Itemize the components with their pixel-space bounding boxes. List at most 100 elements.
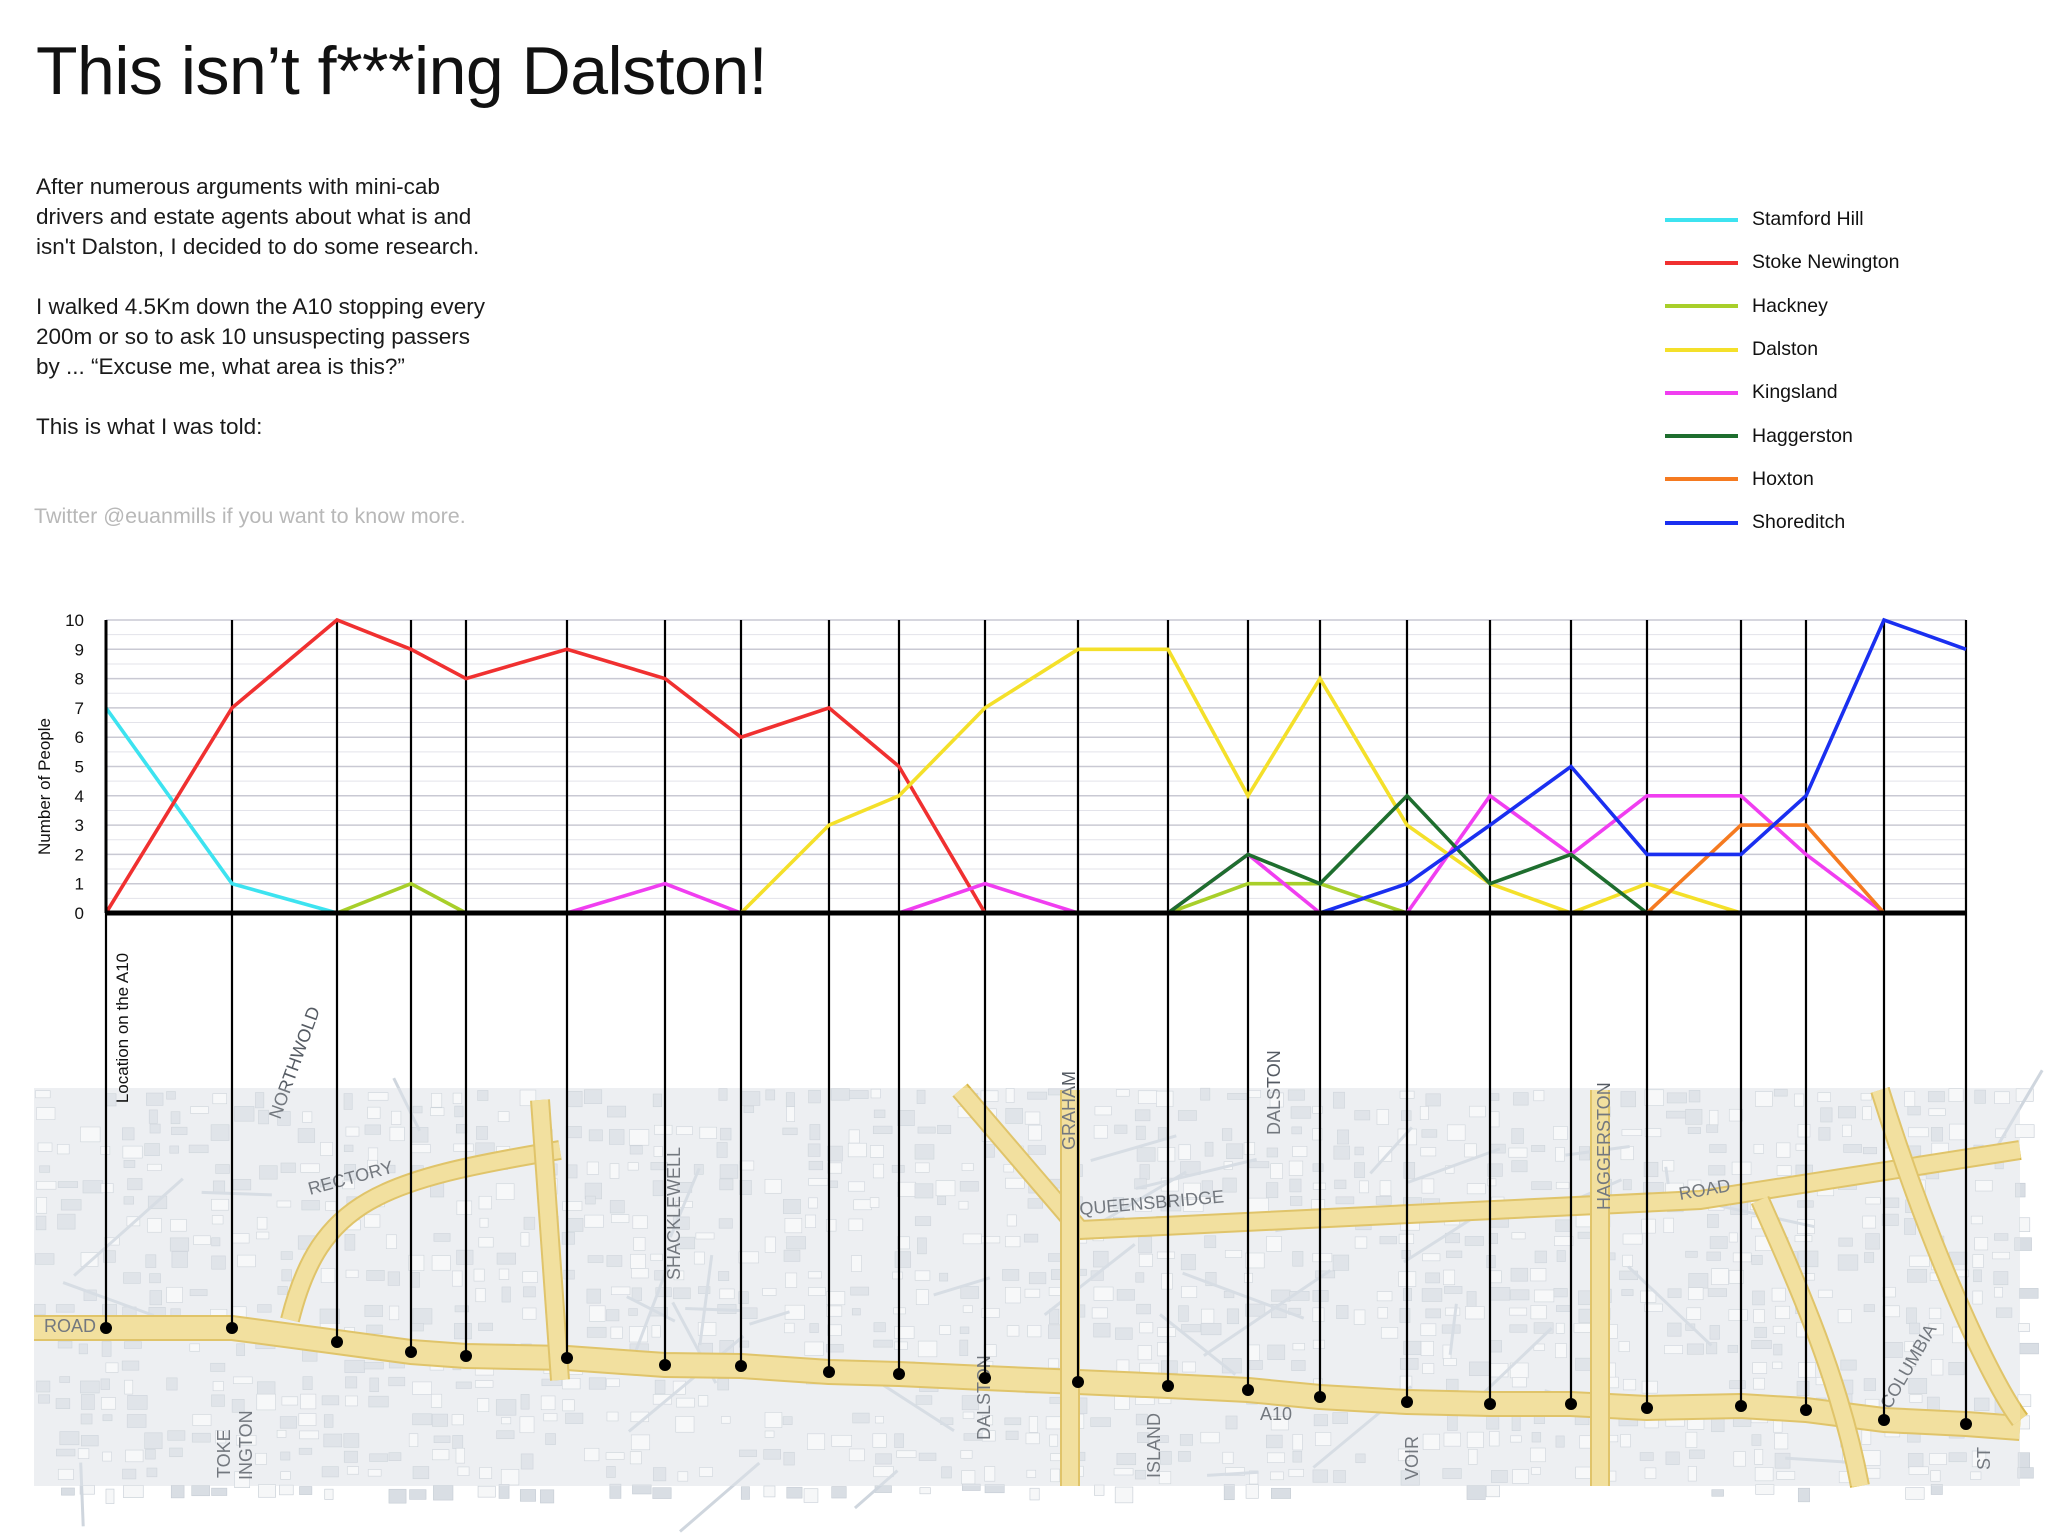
map-block [1970, 1215, 1983, 1225]
map-block [280, 1451, 291, 1461]
map-block [652, 1093, 663, 1108]
map-block [1706, 1251, 1721, 1261]
map-block [454, 1105, 464, 1118]
map-block [1509, 1307, 1528, 1316]
map-block [584, 1214, 604, 1228]
map-block [1948, 1088, 1964, 1102]
map-block [1798, 1250, 1819, 1268]
series-line [104, 706, 338, 915]
map-block [2019, 1217, 2031, 1232]
map-block [1354, 1236, 1368, 1249]
map-block [211, 1487, 228, 1496]
map-block [211, 1215, 224, 1225]
map-block [1138, 1236, 1153, 1254]
twitter-note: Twitter @euanmills if you want to know m… [34, 504, 466, 528]
map-block [1135, 1125, 1146, 1140]
map-block [589, 1305, 606, 1322]
map-block [1157, 1327, 1176, 1337]
map-block [1312, 1307, 1325, 1322]
map-block [1204, 1141, 1214, 1157]
map-block [1751, 1339, 1772, 1349]
map-block [1050, 1468, 1060, 1483]
map-block [872, 1163, 885, 1179]
map-block [188, 1144, 209, 1154]
map-block [783, 1451, 795, 1466]
map-block [982, 1415, 994, 1426]
map-block [124, 1379, 134, 1395]
series-line [1166, 793, 1649, 915]
map-block [1180, 1254, 1196, 1271]
map-block [364, 1214, 381, 1228]
map-block [1093, 1286, 1114, 1301]
map-block [1138, 1253, 1153, 1267]
map-block [320, 1268, 336, 1283]
map-block [1862, 1106, 1872, 1121]
map-block [1728, 1309, 1748, 1321]
map-block [496, 1252, 516, 1265]
map-block [1864, 1252, 1875, 1263]
map-block [1709, 1144, 1727, 1153]
map-block [1644, 1303, 1663, 1312]
map-block [1200, 1087, 1211, 1101]
map-block [477, 1485, 496, 1498]
map-block [1359, 1180, 1369, 1194]
map-block [1530, 1305, 1547, 1320]
map-minor-road [1090, 1134, 1177, 1162]
map-block [1774, 1433, 1789, 1450]
map-block [808, 1287, 826, 1296]
map-block [719, 1164, 739, 1179]
map-block [1904, 1341, 1914, 1353]
map-block [1531, 1145, 1546, 1152]
map-block [35, 1090, 51, 1099]
map-block [189, 1289, 208, 1297]
map-block [628, 1308, 638, 1316]
map-block [984, 1484, 1005, 1494]
map-block [1711, 1489, 1724, 1497]
map-block [78, 1343, 88, 1355]
chart-grid [106, 619, 1966, 914]
map-block [430, 1393, 443, 1408]
map-block [1292, 1343, 1305, 1351]
map-block [805, 1214, 816, 1228]
map-block [190, 1106, 209, 1114]
map-block [1243, 1142, 1256, 1155]
map-block [764, 1179, 782, 1194]
map-block [412, 1466, 430, 1480]
map-block [369, 1377, 379, 1393]
map-block [1004, 1417, 1022, 1426]
map-block [520, 1232, 530, 1247]
map-block [677, 1471, 689, 1482]
map-block [852, 1412, 870, 1424]
map-block [1927, 1091, 1945, 1103]
map-block [914, 1144, 935, 1160]
map-block [545, 1433, 556, 1445]
map-block [611, 1286, 631, 1295]
map-block [1421, 1288, 1443, 1302]
y-tick-label: 9 [75, 640, 84, 659]
map-block [211, 1237, 221, 1247]
map-block [1928, 1108, 1946, 1116]
map-block [255, 1092, 265, 1109]
map-block [2019, 1288, 2039, 1299]
map-block [984, 1466, 996, 1482]
map-block [1709, 1236, 1728, 1249]
map-block [1333, 1470, 1346, 1483]
map-block [1754, 1467, 1774, 1482]
map-block [651, 1325, 661, 1338]
map-block [1270, 1416, 1289, 1431]
map-block [1420, 1341, 1434, 1356]
map-block [1353, 1309, 1366, 1325]
chart-axes: 0 1 2 3 4 5 6 7 8 9 10 Number of People Location on … [35, 611, 1966, 1103]
location-dot [893, 1368, 905, 1380]
map-block [1882, 1286, 1896, 1298]
map-block [609, 1483, 622, 1499]
map-block [1513, 1092, 1529, 1106]
map-minor-road [1664, 1166, 1670, 1185]
map-block [1248, 1470, 1259, 1485]
map-block [211, 1255, 226, 1270]
map-block [676, 1126, 693, 1135]
map-block [1225, 1415, 1238, 1430]
legend-swatch [1665, 390, 1738, 395]
y-axis-label: Number of People [35, 718, 54, 855]
map-block [870, 1145, 884, 1158]
